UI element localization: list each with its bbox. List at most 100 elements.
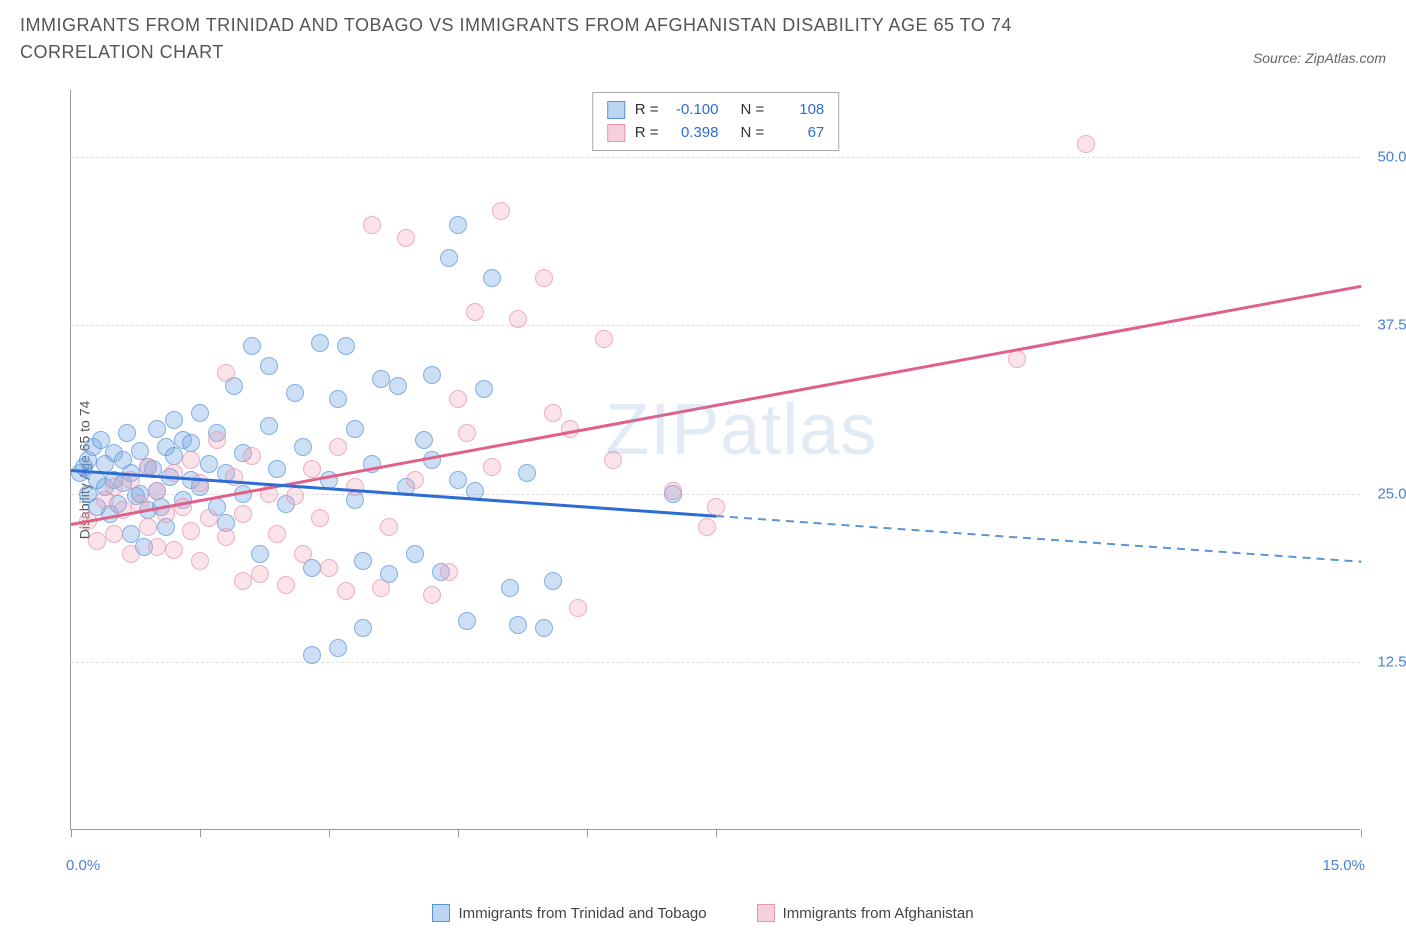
legend-item: Immigrants from Afghanistan bbox=[757, 904, 974, 922]
scatter-point bbox=[139, 518, 157, 536]
scatter-point bbox=[118, 424, 136, 442]
gridline bbox=[71, 157, 1360, 158]
scatter-point bbox=[346, 478, 364, 496]
scatter-point bbox=[191, 552, 209, 570]
legend-swatch bbox=[757, 904, 775, 922]
scatter-point bbox=[303, 460, 321, 478]
scatter-point bbox=[380, 518, 398, 536]
scatter-point bbox=[165, 464, 183, 482]
scatter-point bbox=[346, 420, 364, 438]
scatter-point bbox=[311, 334, 329, 352]
x-min-label: 0.0% bbox=[66, 857, 100, 874]
scatter-point bbox=[234, 505, 252, 523]
scatter-point bbox=[165, 447, 183, 465]
bottom-legend: Immigrants from Trinidad and Tobago Immig… bbox=[0, 904, 1406, 922]
scatter-point bbox=[492, 202, 510, 220]
scatter-point bbox=[191, 474, 209, 492]
y-tick-label: 25.0% bbox=[1377, 485, 1406, 502]
scatter-point bbox=[544, 572, 562, 590]
scatter-point bbox=[458, 424, 476, 442]
scatter-point bbox=[182, 434, 200, 452]
stat-r-label: R = bbox=[635, 99, 659, 122]
scatter-point bbox=[277, 576, 295, 594]
scatter-point bbox=[698, 518, 716, 536]
scatter-point bbox=[148, 420, 166, 438]
x-tick bbox=[716, 829, 717, 837]
scatter-point bbox=[664, 482, 682, 500]
scatter-point bbox=[475, 380, 493, 398]
scatter-point bbox=[440, 563, 458, 581]
scatter-point bbox=[320, 559, 338, 577]
y-tick-label: 12.5% bbox=[1377, 653, 1406, 670]
scatter-point bbox=[466, 303, 484, 321]
stat-n-value: 108 bbox=[774, 99, 824, 122]
scatter-point bbox=[337, 337, 355, 355]
legend-item: Immigrants from Trinidad and Tobago bbox=[432, 904, 706, 922]
scatter-point bbox=[165, 411, 183, 429]
scatter-point bbox=[200, 455, 218, 473]
scatter-point bbox=[406, 545, 424, 563]
scatter-point bbox=[535, 619, 553, 637]
y-tick-label: 50.0% bbox=[1377, 149, 1406, 166]
scatter-point bbox=[372, 370, 390, 388]
stat-r-value: -0.100 bbox=[669, 99, 719, 122]
scatter-point bbox=[268, 460, 286, 478]
scatter-point bbox=[535, 269, 553, 287]
stat-n-value: 67 bbox=[774, 122, 824, 145]
scatter-point bbox=[604, 451, 622, 469]
stat-r-label: R = bbox=[635, 122, 659, 145]
scatter-point bbox=[415, 431, 433, 449]
scatter-point bbox=[148, 538, 166, 556]
x-tick bbox=[329, 829, 330, 837]
scatter-point bbox=[423, 366, 441, 384]
x-tick bbox=[587, 829, 588, 837]
scatter-point bbox=[1077, 135, 1095, 153]
scatter-point bbox=[406, 471, 424, 489]
legend-label: Immigrants from Afghanistan bbox=[783, 905, 974, 922]
scatter-point bbox=[311, 509, 329, 527]
scatter-point bbox=[501, 579, 519, 597]
stat-n-label: N = bbox=[741, 99, 765, 122]
chart-title: IMMIGRANTS FROM TRINIDAD AND TOBAGO VS I… bbox=[20, 12, 1120, 66]
scatter-point bbox=[449, 390, 467, 408]
chart-area: Disability Age 65 to 74 ZIPatlas R =-0.1… bbox=[50, 90, 1386, 850]
legend-label: Immigrants from Trinidad and Tobago bbox=[458, 905, 706, 922]
scatter-point bbox=[363, 216, 381, 234]
scatter-point bbox=[509, 310, 527, 328]
scatter-plot: ZIPatlas R =-0.100N =108R =0.398N =67 0.… bbox=[70, 90, 1360, 830]
scatter-point bbox=[88, 532, 106, 550]
trend-line bbox=[716, 515, 1361, 562]
scatter-point bbox=[449, 216, 467, 234]
stat-n-label: N = bbox=[741, 122, 765, 145]
legend-swatch bbox=[432, 904, 450, 922]
scatter-point bbox=[329, 639, 347, 657]
scatter-point bbox=[122, 545, 140, 563]
y-tick-label: 37.5% bbox=[1377, 317, 1406, 334]
scatter-point bbox=[260, 417, 278, 435]
scatter-point bbox=[294, 438, 312, 456]
scatter-point bbox=[483, 458, 501, 476]
scatter-point bbox=[200, 509, 218, 527]
scatter-point bbox=[243, 337, 261, 355]
scatter-point bbox=[372, 579, 390, 597]
scatter-point bbox=[139, 458, 157, 476]
scatter-point bbox=[268, 525, 286, 543]
scatter-point bbox=[165, 541, 183, 559]
gridline bbox=[71, 662, 1360, 663]
scatter-point bbox=[251, 545, 269, 563]
scatter-point bbox=[569, 599, 587, 617]
trend-line bbox=[71, 285, 1361, 526]
scatter-point bbox=[354, 552, 372, 570]
legend-swatch bbox=[607, 101, 625, 119]
x-tick bbox=[71, 829, 72, 837]
scatter-point bbox=[595, 330, 613, 348]
scatter-point bbox=[458, 612, 476, 630]
scatter-point bbox=[243, 447, 261, 465]
scatter-point bbox=[354, 619, 372, 637]
scatter-point bbox=[518, 464, 536, 482]
x-tick bbox=[458, 829, 459, 837]
scatter-point bbox=[397, 229, 415, 247]
scatter-point bbox=[483, 269, 501, 287]
x-max-label: 15.0% bbox=[1322, 857, 1365, 874]
scatter-point bbox=[191, 404, 209, 422]
